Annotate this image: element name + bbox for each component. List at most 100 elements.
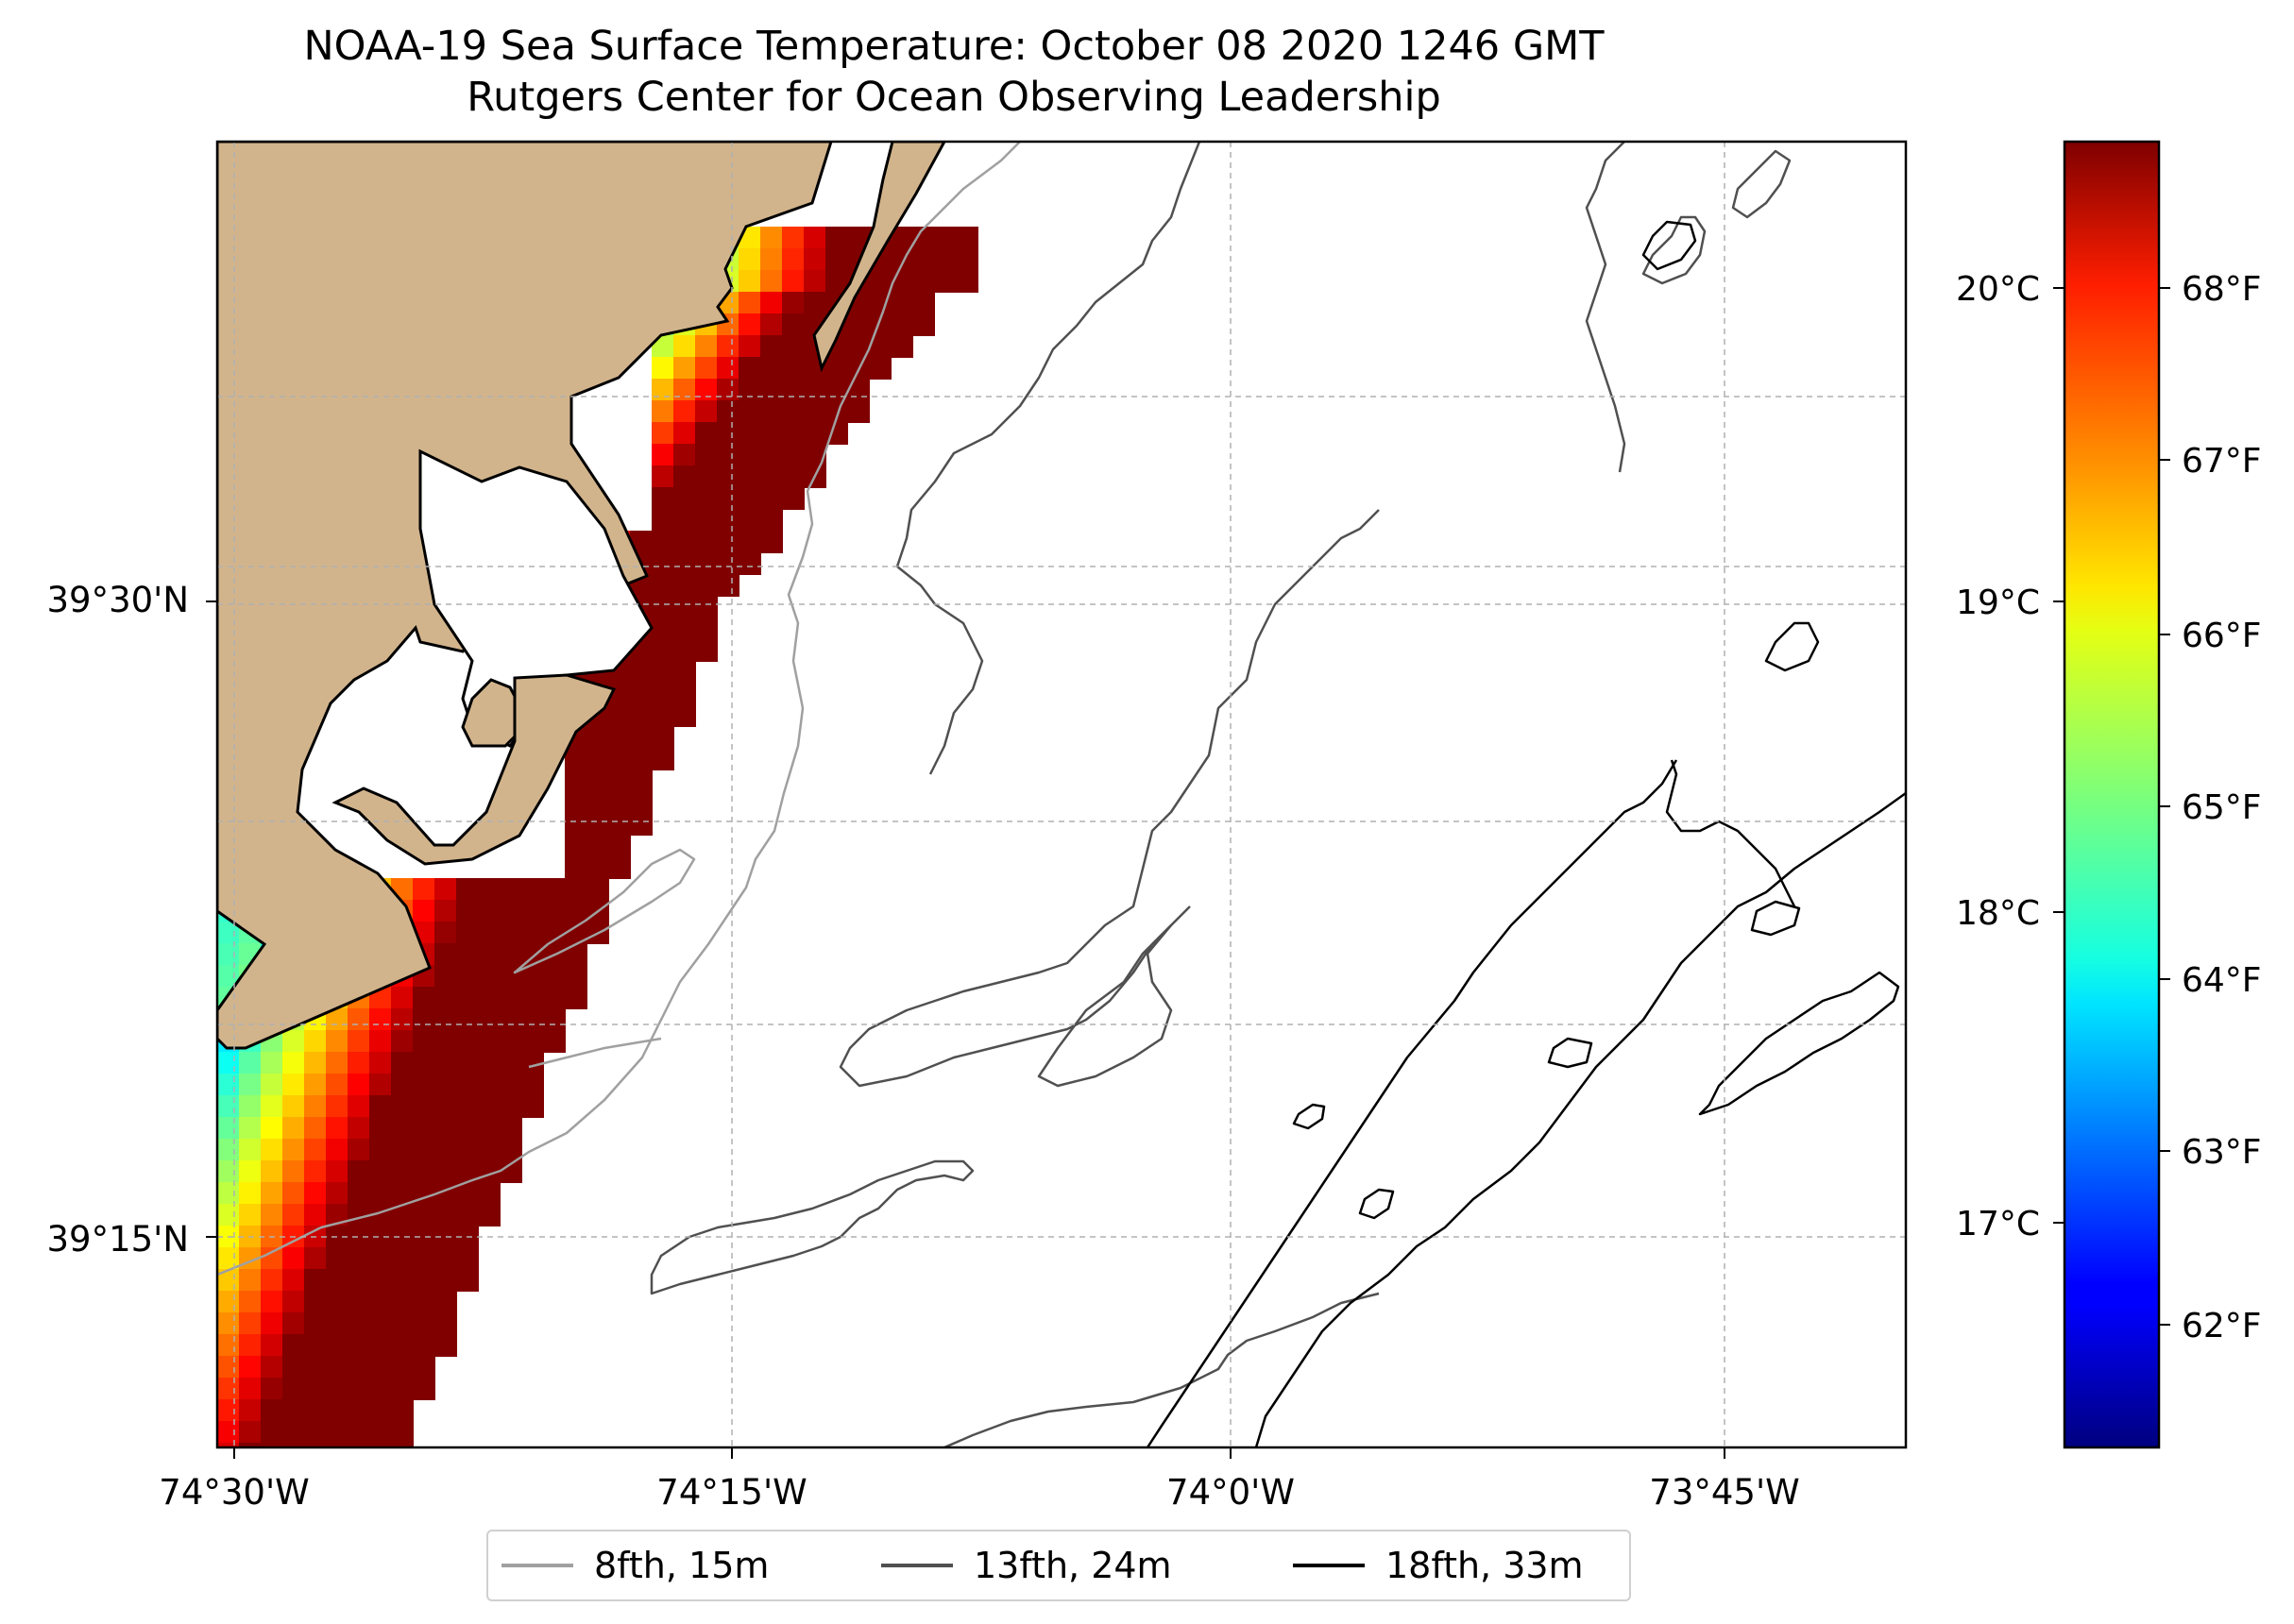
sst-pixel: [739, 509, 761, 532]
sst-pixel: [348, 1421, 370, 1444]
sst-pixel: [282, 1030, 305, 1053]
contour-8fth-c: [528, 1037, 662, 1069]
sst-pixel: [282, 1378, 305, 1400]
sst-pixel: [456, 1139, 479, 1161]
sst-pixel: [304, 1160, 327, 1183]
sst-pixel: [760, 444, 783, 466]
sst-pixel: [261, 1378, 283, 1400]
barrier-island: [812, 142, 946, 373]
sst-pixel: [282, 1334, 305, 1357]
sst-pixel: [673, 617, 696, 640]
sst-pixel: [217, 1182, 240, 1205]
sst-pixel: [348, 1008, 370, 1031]
sst-pixel: [912, 313, 935, 336]
sst-pixel: [282, 1443, 305, 1447]
legend-label: 18fth, 33m: [1385, 1545, 1584, 1586]
sst-pixel: [847, 400, 870, 423]
sst-pixel: [956, 227, 978, 249]
sst-pixel: [456, 1247, 479, 1270]
sst-pixel: [543, 878, 566, 901]
sst-pixel: [326, 1334, 348, 1357]
sst-pixel: [782, 313, 805, 336]
sst-pixel: [500, 987, 522, 1009]
sst-pixel: [348, 1356, 370, 1379]
contour-18fth-j: [1641, 220, 1697, 271]
sst-pixel: [717, 357, 739, 380]
sst-pixel: [673, 400, 696, 423]
contour-13fth-c: [1037, 923, 1173, 1088]
sst-pixel: [630, 726, 653, 749]
sst-pixel: [652, 574, 674, 597]
sst-pixel: [434, 965, 457, 988]
sst-pixel: [717, 379, 739, 401]
sst-pixel: [782, 357, 805, 380]
sst-pixel: [695, 422, 718, 445]
sst-pixel: [782, 379, 805, 401]
sst-pixel: [282, 1291, 305, 1313]
sst-pixel: [348, 1334, 370, 1357]
sst-pixel: [391, 1030, 414, 1053]
sst-pixel: [304, 1378, 327, 1400]
sst-pixel: [348, 1443, 370, 1447]
sst-pixel: [695, 639, 718, 662]
sst-pixel: [282, 1356, 305, 1379]
sst-pixel: [304, 1356, 327, 1379]
sst-pixel: [261, 1247, 283, 1270]
sst-pixel: [652, 704, 674, 727]
sst-pixel: [348, 1074, 370, 1096]
sst-pixel: [478, 900, 501, 922]
sst-pixel: [348, 1269, 370, 1292]
sst-pixel: [608, 856, 631, 879]
sst-pixel: [543, 1008, 566, 1031]
lon-tick-label: 74°15'W: [656, 1472, 807, 1513]
sst-pixel: [804, 227, 826, 249]
peninsula-south: [331, 673, 617, 866]
sst-pixel: [782, 444, 805, 466]
sst-pixel: [391, 1247, 414, 1270]
sst-pixel: [565, 878, 587, 901]
sst-pixel: [478, 1095, 501, 1118]
sst-pixel: [717, 400, 739, 423]
sst-pixel: [565, 900, 587, 922]
sst-pixel: [434, 900, 457, 922]
lat-tick-label: 39°30'N: [46, 580, 189, 620]
sst-pixel: [652, 617, 674, 640]
sst-pixel: [456, 1117, 479, 1140]
contour-18fth-b: [1146, 759, 1678, 1447]
sst-pixel: [543, 987, 566, 1009]
contour-legend: 8fth, 15m 13fth, 24m 18fth, 33m: [486, 1530, 1631, 1601]
sst-pixel: [348, 1095, 370, 1118]
sst-pixel: [478, 922, 501, 944]
sst-pixel: [434, 1052, 457, 1074]
sst-pixel: [413, 1334, 435, 1357]
sst-pixel: [391, 1443, 414, 1447]
sst-pixel: [434, 987, 457, 1009]
sst-pixel: [673, 639, 696, 662]
sst-pixel: [391, 1312, 414, 1335]
sst-pixel: [630, 813, 653, 836]
sst-pixel: [434, 1117, 457, 1140]
contour-13fth: [895, 142, 1201, 775]
sst-pixel: [456, 1030, 479, 1053]
sst-pixel: [478, 1030, 501, 1053]
sst-pixel: [739, 313, 761, 336]
sst-pixel: [369, 1421, 392, 1444]
sst-pixel: [760, 335, 783, 358]
sst-pixel: [717, 465, 739, 488]
sst-pixel: [326, 1356, 348, 1379]
sst-pixel-layer: [217, 227, 978, 1447]
legend-item-8fth: 8fth, 15m: [501, 1531, 769, 1599]
sst-pixel: [239, 1334, 262, 1357]
sst-pixel: [586, 856, 609, 879]
sst-pixel: [652, 639, 674, 662]
peninsula: [461, 678, 531, 748]
sst-pixel: [369, 1291, 392, 1313]
sst-pixel: [934, 248, 957, 271]
sst-pixel: [391, 1182, 414, 1205]
sst-pixel: [847, 379, 870, 401]
sst-pixel: [825, 248, 848, 271]
sst-pixel: [652, 531, 674, 553]
sst-pixel: [456, 1204, 479, 1226]
sst-pixel: [239, 1052, 262, 1074]
sst-pixel: [282, 1160, 305, 1183]
